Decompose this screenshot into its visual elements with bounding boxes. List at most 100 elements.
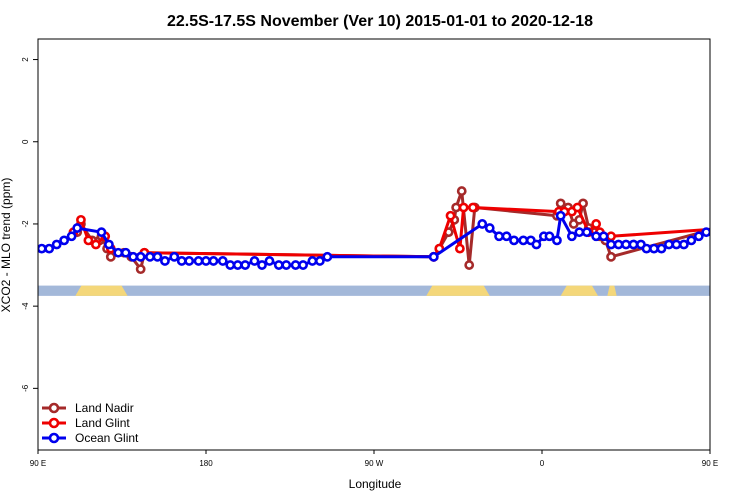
data-point bbox=[456, 186, 467, 196]
land-segment-4 bbox=[714, 286, 750, 296]
legend-marker bbox=[48, 432, 60, 444]
data-point bbox=[731, 216, 738, 223]
data-point bbox=[566, 231, 577, 242]
data-point bbox=[464, 260, 475, 270]
data-point bbox=[572, 202, 583, 213]
data-point bbox=[273, 260, 284, 270]
data-point bbox=[555, 198, 566, 209]
data-point bbox=[298, 260, 308, 270]
data-point bbox=[66, 231, 77, 242]
data-point bbox=[509, 235, 519, 246]
data-point bbox=[606, 251, 616, 262]
x-axis-label: Longitude bbox=[349, 477, 402, 491]
data-point bbox=[169, 251, 180, 262]
data-point bbox=[531, 239, 542, 250]
data-point bbox=[322, 251, 333, 262]
data-point bbox=[725, 224, 732, 231]
data-point bbox=[518, 235, 529, 246]
data-point bbox=[468, 202, 478, 213]
data-point bbox=[225, 260, 236, 270]
x-tick-label: 180 bbox=[199, 459, 213, 468]
legend-label: Land Glint bbox=[75, 416, 130, 430]
series-2 bbox=[38, 210, 750, 270]
data-point bbox=[664, 239, 674, 250]
data-point bbox=[721, 233, 728, 240]
data-point bbox=[552, 235, 562, 246]
y-tick-label: 2 bbox=[21, 57, 30, 62]
x-tick-label: 90 E bbox=[30, 459, 46, 468]
y-tick-label: -4 bbox=[21, 302, 30, 310]
data-point bbox=[51, 239, 62, 250]
land-segment-1 bbox=[426, 285, 490, 296]
data-point bbox=[314, 256, 325, 266]
data-point bbox=[281, 260, 292, 270]
ocean-strip bbox=[38, 285, 710, 296]
data-point bbox=[264, 256, 275, 266]
legend-label: Land Nadir bbox=[75, 401, 134, 415]
series-layer bbox=[38, 186, 750, 275]
data-point bbox=[740, 229, 747, 236]
data-point bbox=[484, 223, 495, 233]
data-point bbox=[240, 260, 251, 270]
data-point bbox=[591, 231, 602, 242]
data-point bbox=[38, 243, 47, 254]
data-point bbox=[44, 243, 55, 254]
data-point bbox=[729, 220, 736, 227]
data-point bbox=[641, 243, 652, 254]
data-point bbox=[290, 260, 301, 270]
data-point bbox=[451, 202, 462, 213]
data-point bbox=[656, 243, 667, 254]
data-point bbox=[746, 233, 750, 240]
data-point bbox=[501, 231, 512, 242]
data-point bbox=[105, 251, 116, 262]
legend-label: Ocean Glint bbox=[75, 431, 139, 445]
data-point bbox=[678, 239, 689, 250]
data-point bbox=[217, 256, 228, 266]
data-point bbox=[249, 256, 260, 266]
data-point bbox=[120, 247, 131, 258]
land-segment-2 bbox=[560, 285, 598, 296]
data-point bbox=[72, 223, 83, 233]
data-point bbox=[686, 235, 697, 246]
data-point bbox=[606, 231, 616, 242]
legend-marker bbox=[48, 417, 60, 429]
x-tick-label: 0 bbox=[540, 459, 545, 468]
data-point bbox=[581, 227, 592, 238]
data-point bbox=[693, 231, 704, 242]
data-point bbox=[152, 251, 163, 262]
data-point bbox=[176, 256, 187, 266]
data-point bbox=[628, 239, 639, 250]
data-point bbox=[734, 241, 741, 248]
data-point bbox=[128, 251, 139, 262]
data-point bbox=[83, 235, 94, 246]
chart-title: 22.5S-17.5S November (Ver 10) 2015-01-01… bbox=[167, 13, 593, 30]
data-point bbox=[454, 243, 465, 254]
data-point bbox=[257, 260, 267, 270]
data-point bbox=[598, 231, 609, 242]
data-point bbox=[208, 256, 219, 266]
data-point bbox=[458, 202, 469, 213]
data-point bbox=[742, 241, 749, 248]
data-point bbox=[160, 256, 170, 266]
data-point bbox=[76, 214, 86, 225]
x-axis: 90 E 180 90 W 0 90 E bbox=[30, 450, 718, 468]
data-point bbox=[135, 251, 146, 262]
data-point bbox=[184, 256, 195, 266]
data-point bbox=[135, 264, 146, 275]
data-point bbox=[445, 210, 456, 221]
land-segment-3 bbox=[607, 285, 617, 296]
data-point bbox=[544, 231, 555, 242]
land-ocean-mask bbox=[38, 285, 750, 296]
data-point bbox=[606, 239, 616, 250]
data-point bbox=[708, 228, 710, 236]
y-tick-label: 0 bbox=[21, 139, 30, 144]
data-point bbox=[744, 237, 750, 244]
data-point bbox=[477, 219, 488, 229]
data-point bbox=[59, 235, 70, 246]
data-point bbox=[494, 231, 504, 242]
data-point bbox=[201, 256, 211, 266]
y-tick-label: -6 bbox=[21, 384, 30, 392]
legend-marker bbox=[48, 402, 60, 414]
x-tick-label: 90 W bbox=[365, 459, 384, 468]
